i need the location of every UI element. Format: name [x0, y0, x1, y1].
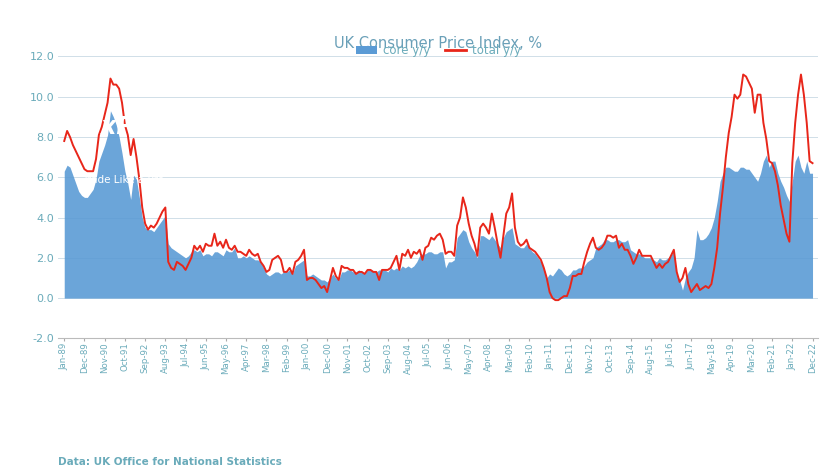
Text: Data: UK Office for National Statistics: Data: UK Office for National Statistics — [58, 457, 282, 467]
Text: FxPro: FxPro — [85, 115, 161, 140]
Title: UK Consumer Price Index, %: UK Consumer Price Index, % — [334, 36, 543, 51]
Legend: core y/y, total y/y: core y/y, total y/y — [352, 40, 525, 62]
Text: Trade Like a Pro: Trade Like a Pro — [82, 175, 164, 185]
